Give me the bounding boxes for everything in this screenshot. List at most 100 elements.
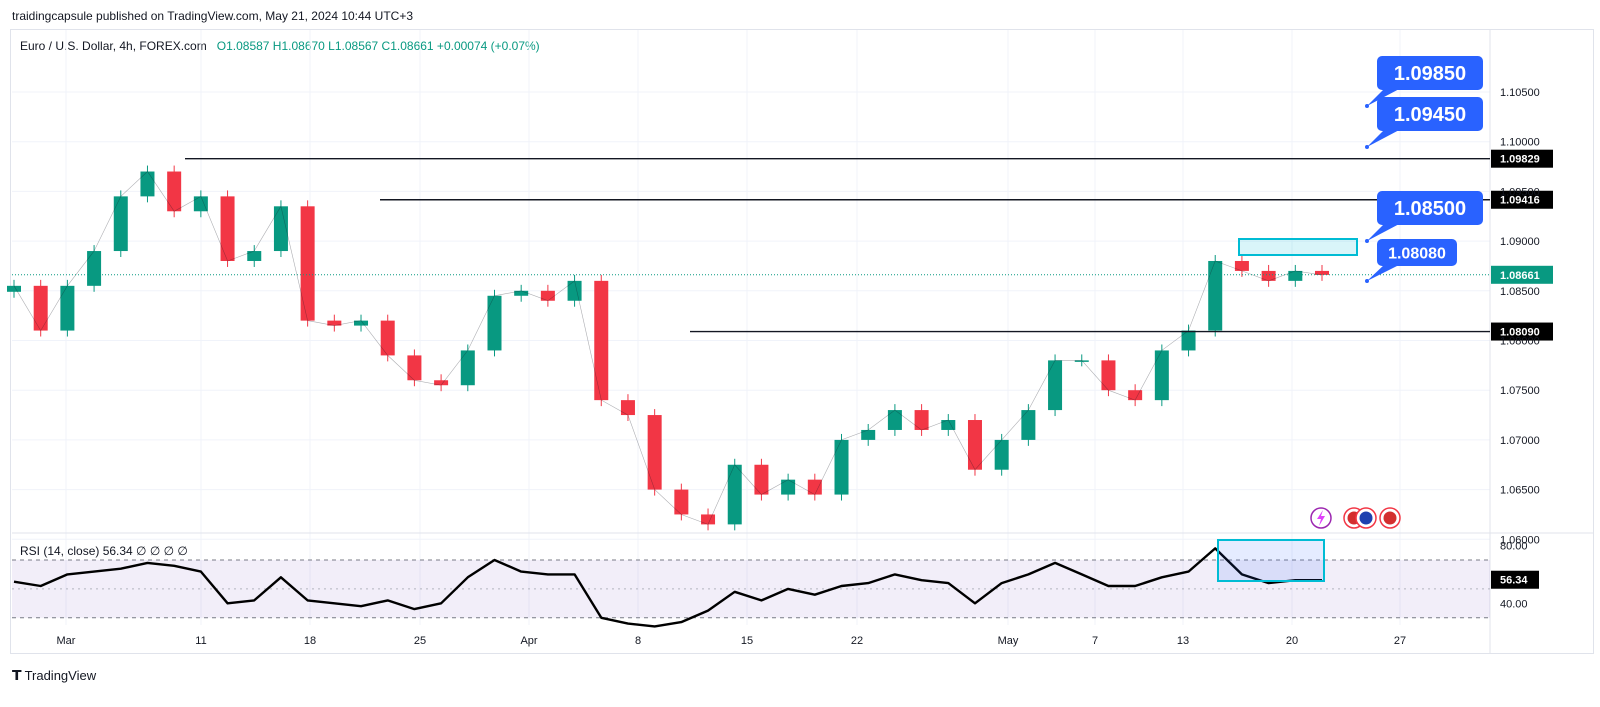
publisher-line: traidingcapsule published on TradingView… — [12, 9, 414, 23]
axes: 1.10500 1.10000 1.09500 1.09000 1.08500 1.080… — [57, 87, 1540, 647]
candle-body — [113, 196, 128, 252]
level-price-tag — [1491, 190, 1553, 209]
callout-pointer — [1367, 264, 1401, 281]
level-price-label: 1.09416 — [1500, 195, 1540, 207]
candle-body — [941, 420, 956, 430]
time-tick-label: 25 — [414, 635, 426, 647]
callout-text: 1.08500 — [1394, 198, 1466, 220]
time-tick-label: 20 — [1286, 635, 1298, 647]
candle-body — [1074, 360, 1089, 362]
symbol-legend: Euro / U.S. Dollar, 4h, FOREX.com O1.085… — [20, 39, 540, 53]
candle-body — [674, 489, 689, 515]
candle-body — [33, 285, 48, 331]
rsi-tick-label: 80.00 — [1500, 541, 1528, 553]
callout-label[interactable]: 1.09850 — [1365, 56, 1483, 108]
brand-name: TradingView — [24, 668, 97, 683]
time-tick-label: Apr — [520, 635, 537, 647]
callout-text: 1.09450 — [1394, 104, 1466, 126]
candle-body — [647, 415, 662, 490]
candle-body — [567, 280, 582, 301]
candle-body — [701, 514, 716, 525]
candle-body — [1154, 350, 1169, 401]
candle-body — [1288, 270, 1303, 281]
callout-text: 1.08080 — [1388, 245, 1446, 262]
candle-body — [807, 479, 822, 495]
rsi-layer: 56.34 — [12, 539, 1539, 628]
current-price-tag — [1491, 265, 1553, 284]
close-line — [13, 171, 1323, 525]
candle-body — [1048, 360, 1063, 411]
candle-body — [354, 320, 369, 326]
candle-body — [460, 350, 475, 386]
candle-body — [1021, 410, 1036, 440]
candle-body — [594, 280, 609, 401]
candle-body — [487, 295, 502, 351]
rsi-tick-label: 40.00 — [1500, 598, 1528, 610]
tradingview-logo-icon: 𝗧 — [12, 667, 22, 683]
price-tick-label: 1.09000 — [1500, 236, 1540, 248]
level-price-label: 1.08090 — [1500, 327, 1540, 339]
candle-body — [434, 380, 449, 386]
price-tick-label: 1.06000 — [1500, 534, 1540, 546]
candle-body — [167, 171, 182, 212]
level-price-tag — [1491, 149, 1553, 168]
callout-label[interactable]: 1.08500 — [1365, 191, 1483, 243]
lightning-icon-bolt — [1317, 510, 1325, 526]
symbol-title[interactable]: Euro / U.S. Dollar, 4h, FOREX.com — [20, 39, 207, 53]
candle-body — [380, 320, 395, 356]
price-tick-label: 1.07000 — [1500, 435, 1540, 447]
time-tick-label: May — [998, 635, 1019, 647]
time-tick-label: Mar — [57, 635, 76, 647]
rsi-value-tag — [1491, 570, 1539, 589]
eu-flag-icon-fill — [1359, 511, 1373, 525]
level-price-label: 1.09829 — [1500, 154, 1540, 166]
callout-anchor — [1365, 239, 1369, 243]
candle-body — [247, 251, 262, 261]
ohlc-values: O1.08587 H1.08670 L1.08567 C1.08661 +0.0… — [216, 39, 540, 53]
price-tick-label: 1.08500 — [1500, 286, 1540, 298]
price-layer — [7, 165, 1329, 531]
candle-body — [1234, 260, 1249, 271]
callout-anchor — [1365, 104, 1369, 108]
time-tick-label: 22 — [851, 635, 863, 647]
callout-label[interactable]: 1.08080 — [1365, 239, 1457, 283]
candle-body — [87, 251, 102, 286]
callout-box — [1377, 239, 1457, 266]
callout-label[interactable]: 1.09450 — [1365, 97, 1483, 149]
candle-body — [1261, 270, 1276, 281]
candle-body — [140, 171, 155, 197]
callout-box — [1377, 56, 1483, 90]
candle-body — [914, 410, 929, 430]
candle-body — [540, 290, 555, 301]
candle-body — [1208, 260, 1223, 331]
tradingview-logo[interactable]: 𝗧 TradingView — [12, 667, 96, 684]
price-tick-label: 1.10000 — [1500, 137, 1540, 149]
candle-body — [834, 439, 849, 495]
rsi-legend[interactable]: RSI (14, close) 56.34 ∅ ∅ ∅ ∅ — [20, 544, 188, 558]
candle-body — [327, 320, 342, 326]
candle-body — [407, 355, 422, 381]
candle-body — [193, 196, 208, 212]
candle-body — [861, 429, 876, 440]
callout-pointer — [1367, 223, 1401, 241]
candle-body — [967, 420, 982, 470]
price-tick-label: 1.08000 — [1500, 336, 1540, 348]
grid — [12, 30, 1593, 654]
candle-body — [620, 400, 635, 416]
rsi-line — [13, 547, 1322, 628]
time-tick-label: 27 — [1394, 635, 1406, 647]
eu-flag-icon[interactable] — [1355, 507, 1377, 529]
lightning-icon[interactable] — [1310, 507, 1332, 529]
candle-body — [1101, 360, 1116, 391]
candle-body — [1128, 390, 1143, 401]
time-tick-label: 15 — [741, 635, 753, 647]
callout-box — [1377, 191, 1483, 225]
candle-body — [300, 206, 315, 321]
candle-body — [727, 464, 742, 525]
current-price-label: 1.08661 — [1500, 270, 1540, 282]
time-tick-label: 7 — [1092, 635, 1098, 647]
candle-body — [781, 479, 796, 495]
us-flag-icon[interactable] — [1379, 507, 1401, 529]
candle-body — [994, 439, 1009, 470]
